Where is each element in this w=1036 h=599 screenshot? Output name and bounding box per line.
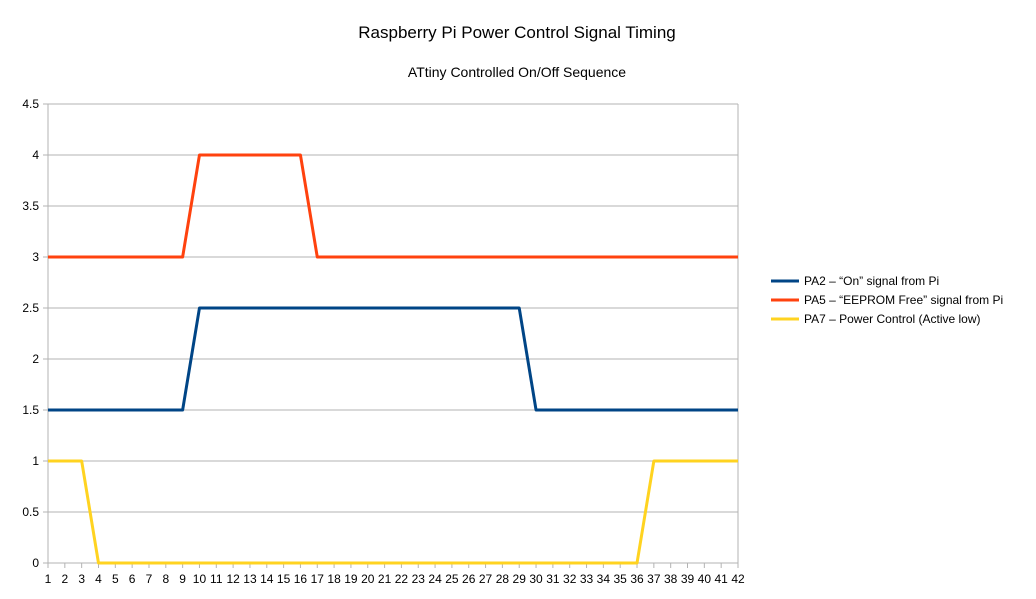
x-tick-label: 21 — [378, 572, 392, 586]
x-tick-label: 24 — [428, 572, 442, 586]
x-tick-label: 42 — [731, 572, 745, 586]
y-tick-label: 1.5 — [22, 403, 39, 417]
x-tick-labels: 1 2 3 4 5 6 7 8 9 10 11 12 13 14 15 16 17 18 19 20 21 22 23 24 2… — [45, 572, 745, 586]
x-tick-label: 30 — [529, 572, 543, 586]
x-tick-label: 33 — [580, 572, 594, 586]
y-tick-label: 4 — [32, 148, 39, 162]
y-tick-label: 2.5 — [22, 301, 39, 315]
y-tick-label: 2 — [32, 352, 39, 366]
axes — [43, 103, 739, 568]
x-tick-label: 38 — [664, 572, 678, 586]
y-tick-label: 3.5 — [22, 199, 39, 213]
x-tick-label: 14 — [260, 572, 274, 586]
x-tick-label: 36 — [630, 572, 644, 586]
chart-subtitle: ATtiny Controlled On/Off Sequence — [408, 64, 626, 80]
series-line-1 — [48, 306, 738, 412]
x-tick-label: 22 — [395, 572, 409, 586]
x-tick-label: 39 — [681, 572, 695, 586]
x-tick-label: 31 — [546, 572, 560, 586]
x-tick-label: 3 — [78, 572, 85, 586]
x-tick-label: 7 — [146, 572, 153, 586]
x-tick-label: 8 — [162, 572, 169, 586]
x-tick-label: 19 — [344, 572, 358, 586]
x-tick-label: 9 — [179, 572, 186, 586]
chart-title: Raspberry Pi Power Control Signal Timing — [358, 23, 675, 42]
x-tick-label: 17 — [311, 572, 325, 586]
legend-item: PA5 – “EEPROM Free” signal from Pi — [771, 293, 1003, 307]
y-tick-label: 1 — [32, 454, 39, 468]
x-tick-label: 16 — [294, 572, 308, 586]
y-tick-label: 0.5 — [22, 505, 39, 519]
x-tick-label: 1 — [45, 572, 52, 586]
x-tick-label: 10 — [193, 572, 207, 586]
legend-item: PA2 – “On” signal from Pi — [771, 274, 939, 288]
x-tick-label: 20 — [361, 572, 375, 586]
x-tick-label: 27 — [479, 572, 493, 586]
x-tick-label: 5 — [112, 572, 119, 586]
x-tick-label: 26 — [462, 572, 476, 586]
x-tick-label: 13 — [243, 572, 257, 586]
y-tick-labels: 0 0.5 1 1.5 2 2.5 3 3.5 4 4.5 — [22, 97, 39, 570]
legend-item: PA7 – Power Control (Active low) — [771, 312, 981, 326]
x-tick-label: 6 — [129, 572, 136, 586]
y-tick-label: 4.5 — [22, 97, 39, 111]
x-tick-label: 11 — [210, 572, 223, 586]
series-lines — [48, 153, 738, 565]
series-line-3 — [48, 459, 738, 565]
x-tick-label: 25 — [445, 572, 459, 586]
y-tick-label: 0 — [32, 556, 39, 570]
x-tick-label: 41 — [714, 572, 728, 586]
x-tick-label: 15 — [277, 572, 291, 586]
x-tick-label: 40 — [698, 572, 712, 586]
x-tick-label: 28 — [496, 572, 510, 586]
x-tick-label: 35 — [614, 572, 628, 586]
legend: PA2 – “On” signal from Pi PA5 – “EEPROM F… — [771, 274, 1003, 326]
x-tick-label: 29 — [513, 572, 527, 586]
legend-label: PA2 – “On” signal from Pi — [804, 274, 939, 288]
legend-label: PA5 – “EEPROM Free” signal from Pi — [804, 293, 1003, 307]
x-tick-label: 23 — [412, 572, 426, 586]
series-line-2 — [48, 153, 738, 259]
y-tick-label: 3 — [32, 250, 39, 264]
legend-label: PA7 – Power Control (Active low) — [804, 312, 981, 326]
x-tick-label: 34 — [597, 572, 611, 586]
x-tick-label: 4 — [95, 572, 102, 586]
x-tick-label: 12 — [226, 572, 240, 586]
x-tick-label: 32 — [563, 572, 577, 586]
x-tick-label: 2 — [61, 572, 68, 586]
x-tick-label: 37 — [647, 572, 661, 586]
x-tick-label: 18 — [327, 572, 341, 586]
